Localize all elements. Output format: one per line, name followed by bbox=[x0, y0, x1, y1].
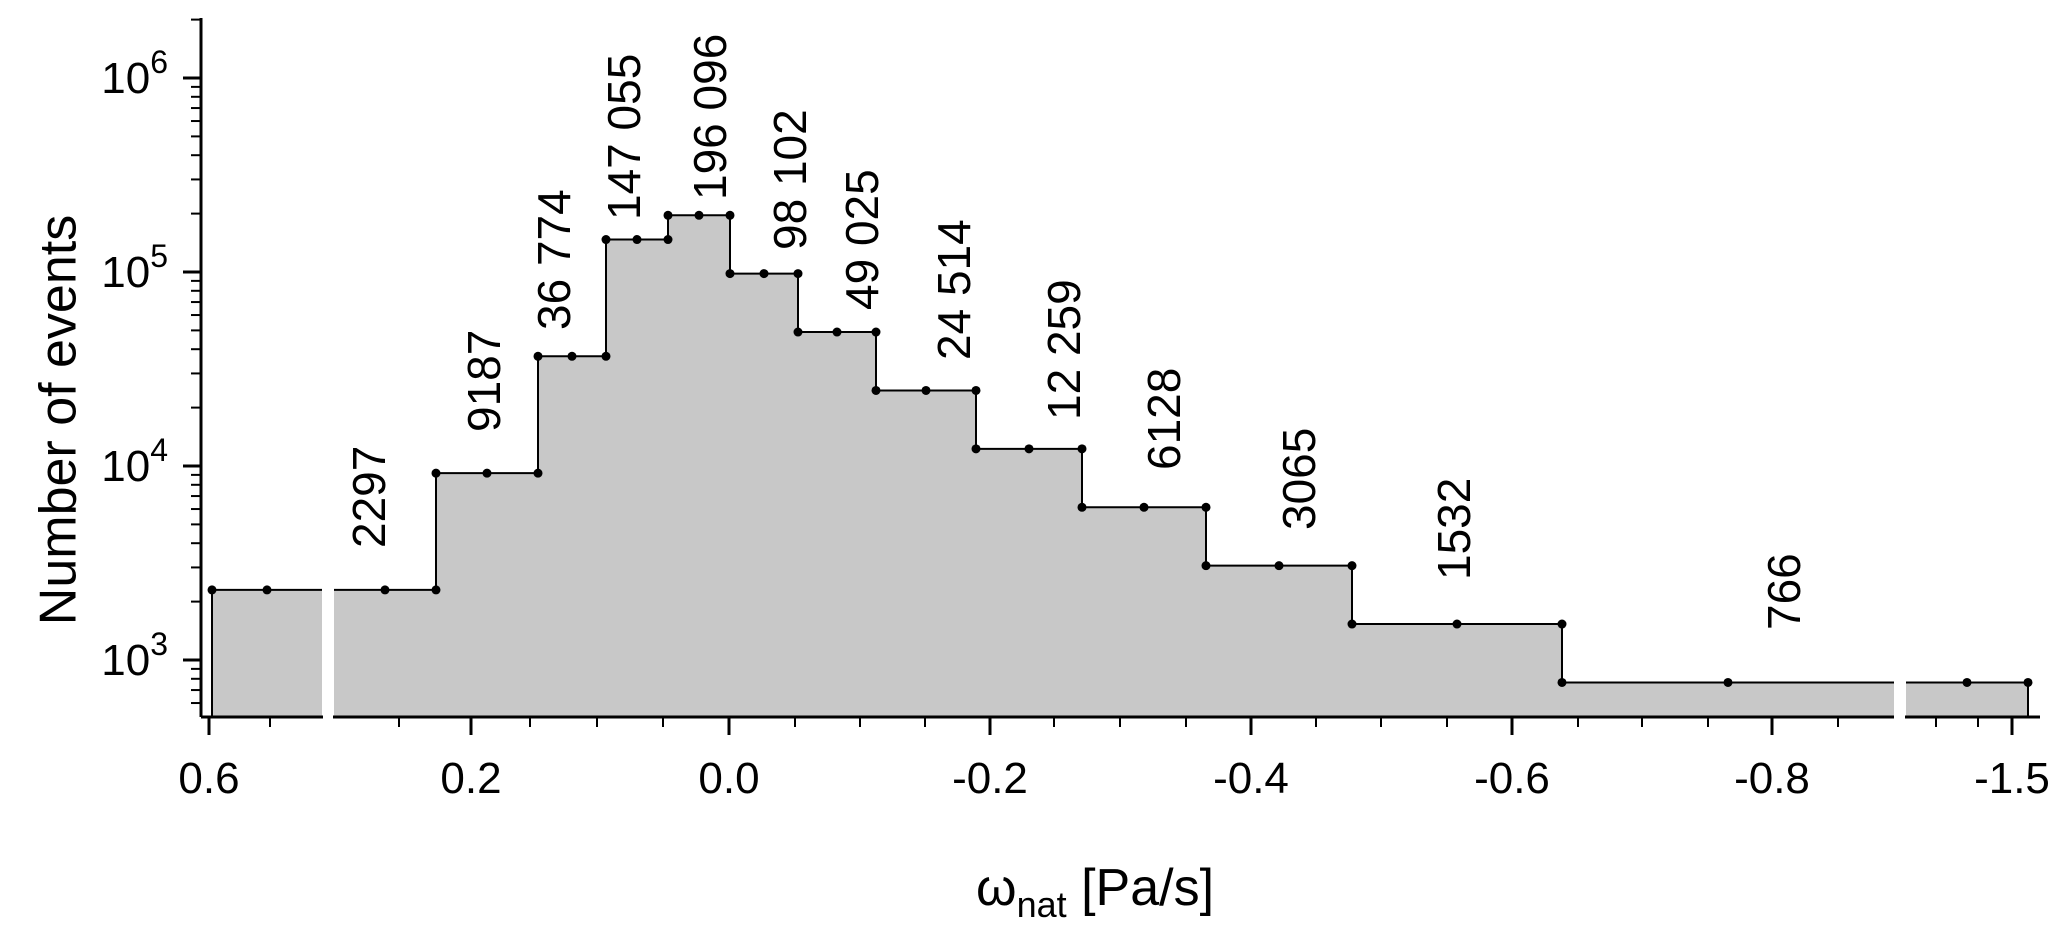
step-marker bbox=[1201, 561, 1211, 571]
y-axis-title: Number of events bbox=[30, 215, 88, 625]
step-marker bbox=[1024, 444, 1034, 454]
bar-value-label: 36 774 bbox=[528, 189, 580, 330]
x-tick-label: -0.6 bbox=[1474, 754, 1550, 803]
step-marker bbox=[601, 235, 611, 245]
step-marker bbox=[567, 351, 577, 361]
axes-layer: 103 104 105 106 0.6 0.2 0.0 -0.2 -0.4 -0.6 -0.8 -1.… bbox=[101, 18, 2050, 803]
step-marker bbox=[431, 585, 441, 595]
bar-value-label: 2297 bbox=[343, 446, 395, 548]
step-marker bbox=[663, 210, 673, 220]
histogram-bar bbox=[730, 273, 798, 717]
y-tick-label: 103 bbox=[101, 626, 168, 685]
axis-break bbox=[1894, 560, 1905, 730]
step-marker bbox=[1962, 677, 1972, 687]
step-marker bbox=[1557, 677, 1567, 687]
bar-value-label: 98 102 bbox=[764, 109, 816, 250]
y-tick-label: 105 bbox=[101, 238, 168, 297]
step-marker bbox=[759, 269, 769, 279]
x-tick-label: 0.0 bbox=[698, 754, 759, 803]
step-marker bbox=[262, 585, 272, 595]
step-marker bbox=[1347, 619, 1357, 629]
step-marker bbox=[533, 468, 543, 478]
axis-break bbox=[323, 560, 333, 730]
histogram-bar bbox=[876, 390, 976, 717]
step-marker bbox=[601, 351, 611, 361]
step-marker bbox=[1557, 619, 1567, 629]
step-marker bbox=[533, 351, 543, 361]
y-tick-label: 106 bbox=[101, 44, 168, 103]
step-marker bbox=[1077, 502, 1087, 512]
step-marker bbox=[431, 468, 441, 478]
step-marker bbox=[871, 385, 881, 395]
x-tick-label: 0.2 bbox=[440, 754, 501, 803]
histogram-bar bbox=[538, 356, 606, 717]
x-axis-title-symbol: ω bbox=[976, 859, 1017, 917]
histogram-bar bbox=[212, 589, 322, 717]
step-marker bbox=[832, 327, 842, 337]
histogram-bar bbox=[1082, 507, 1206, 717]
step-marker bbox=[1452, 619, 1462, 629]
step-marker bbox=[1723, 677, 1733, 687]
step-marker bbox=[380, 585, 390, 595]
step-marker bbox=[1347, 561, 1357, 571]
x-tick-label: -0.2 bbox=[952, 754, 1028, 803]
bar-value-label: 9187 bbox=[458, 330, 510, 432]
histogram-bar bbox=[1562, 682, 1894, 717]
histogram-bar bbox=[668, 215, 730, 718]
step-marker bbox=[632, 235, 642, 245]
x-tick-label: -0.4 bbox=[1213, 754, 1289, 803]
step-marker bbox=[1201, 502, 1211, 512]
step-marker bbox=[921, 385, 931, 395]
x-axis-title: ωnat [Pa/s] bbox=[976, 859, 1214, 925]
bar-value-label: 49 025 bbox=[836, 169, 888, 310]
y-tick-label: 104 bbox=[101, 432, 168, 491]
bar-value-label: 3065 bbox=[1273, 428, 1325, 530]
x-axis-title-subscript: nat bbox=[1017, 884, 1067, 925]
step-marker bbox=[694, 210, 704, 220]
step-marker bbox=[793, 327, 803, 337]
step-marker bbox=[793, 269, 803, 279]
bar-value-label: 24 514 bbox=[928, 219, 980, 360]
step-marker bbox=[971, 385, 981, 395]
step-outline-layer bbox=[207, 210, 2033, 717]
bar-value-label: 1532 bbox=[1428, 478, 1480, 580]
histogram-bar bbox=[1352, 624, 1562, 717]
x-tick-label: 0.6 bbox=[178, 754, 239, 803]
bar-value-label: 147 055 bbox=[598, 54, 650, 220]
step-marker bbox=[725, 269, 735, 279]
histogram-bar bbox=[1206, 565, 1352, 717]
step-marker bbox=[971, 444, 981, 454]
step-marker bbox=[2023, 677, 2033, 687]
step-marker bbox=[725, 210, 735, 220]
step-marker bbox=[1139, 502, 1149, 512]
bar-value-label: 766 bbox=[1758, 553, 1810, 630]
histogram-bar bbox=[606, 239, 668, 718]
bar-value-label: 6128 bbox=[1138, 368, 1190, 470]
histogram-bar bbox=[334, 589, 436, 717]
bars-layer bbox=[212, 215, 2028, 718]
x-axis-title-unit: [Pa/s] bbox=[1081, 859, 1214, 917]
x-tick-label: -0.8 bbox=[1734, 754, 1810, 803]
step-marker bbox=[1077, 444, 1087, 454]
bar-value-label: 12 259 bbox=[1038, 279, 1090, 420]
step-marker bbox=[207, 585, 217, 595]
histogram-bar bbox=[436, 473, 538, 717]
step-marker bbox=[871, 327, 881, 337]
histogram-bar bbox=[1906, 682, 2028, 717]
histogram-bar bbox=[976, 448, 1082, 717]
step-marker bbox=[1274, 561, 1284, 571]
step-marker bbox=[482, 468, 492, 478]
data-labels-layer: 2297 9187 36 774 147 055 196 096 98 102 49 025… bbox=[343, 34, 1810, 630]
x-tick-label: -1.5 bbox=[1974, 754, 2050, 803]
bar-value-label: 196 096 bbox=[684, 34, 736, 200]
histogram-bar bbox=[798, 332, 876, 717]
step-marker bbox=[663, 235, 673, 245]
